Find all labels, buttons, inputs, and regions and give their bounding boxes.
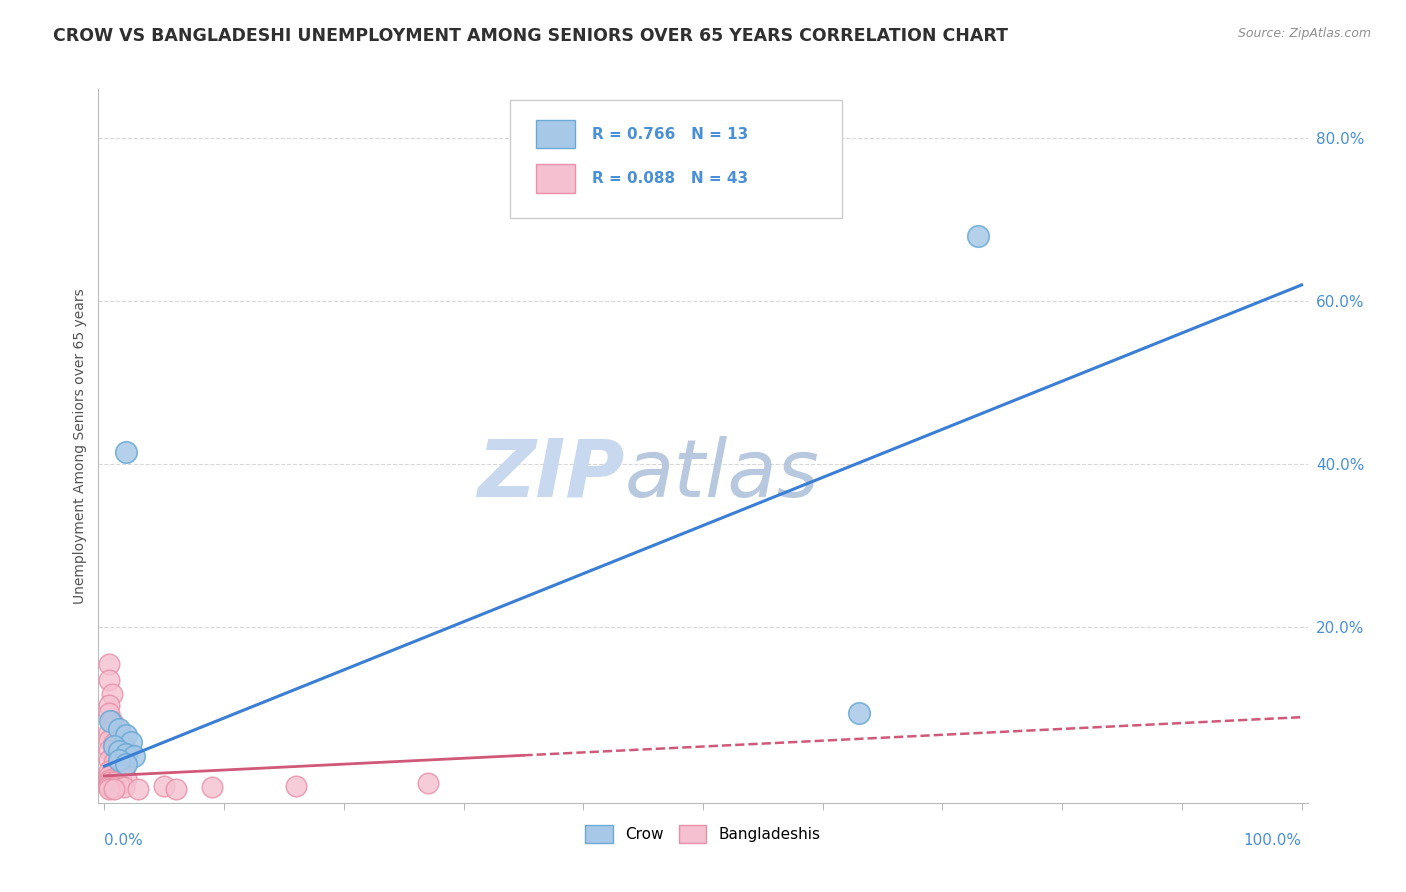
Point xyxy=(103,780,125,795)
Point xyxy=(115,728,138,742)
Point xyxy=(98,706,121,720)
Point xyxy=(98,772,121,787)
Text: R = 0.088   N = 43: R = 0.088 N = 43 xyxy=(592,171,748,186)
Point xyxy=(112,780,135,795)
Point xyxy=(107,749,129,764)
Point xyxy=(103,736,125,750)
Point xyxy=(103,746,125,760)
Point xyxy=(103,739,125,753)
Y-axis label: Unemployment Among Seniors over 65 years: Unemployment Among Seniors over 65 years xyxy=(73,288,87,604)
Point xyxy=(110,767,132,781)
Point xyxy=(107,778,129,792)
FancyBboxPatch shape xyxy=(536,120,575,148)
Text: Source: ZipAtlas.com: Source: ZipAtlas.com xyxy=(1237,27,1371,40)
Point xyxy=(98,724,121,739)
Text: 0.0%: 0.0% xyxy=(104,833,143,847)
Point xyxy=(100,687,122,701)
Point xyxy=(103,781,125,796)
Point xyxy=(115,757,138,772)
Point xyxy=(103,775,125,789)
Point xyxy=(103,765,125,780)
FancyBboxPatch shape xyxy=(509,100,842,218)
Text: atlas: atlas xyxy=(624,435,820,514)
Point xyxy=(98,698,121,712)
Point xyxy=(98,753,121,767)
Point xyxy=(107,759,129,773)
Point xyxy=(98,780,121,795)
Point xyxy=(100,714,122,729)
Point xyxy=(127,781,149,796)
Legend: Crow, Bangladeshis: Crow, Bangladeshis xyxy=(579,819,827,848)
Point xyxy=(98,743,121,757)
Point xyxy=(98,657,121,672)
Point xyxy=(103,771,125,785)
Point xyxy=(416,776,439,790)
Point xyxy=(107,753,129,767)
Text: R = 0.766   N = 13: R = 0.766 N = 13 xyxy=(592,127,748,142)
Point xyxy=(115,445,138,459)
Point xyxy=(284,779,307,793)
Point xyxy=(98,764,121,778)
Point xyxy=(112,739,135,753)
Point xyxy=(115,747,138,761)
Point xyxy=(103,718,125,732)
Point xyxy=(98,775,121,789)
Text: CROW VS BANGLADESHI UNEMPLOYMENT AMONG SENIORS OVER 65 YEARS CORRELATION CHART: CROW VS BANGLADESHI UNEMPLOYMENT AMONG S… xyxy=(53,27,1008,45)
Point xyxy=(120,734,142,748)
Point xyxy=(98,781,121,796)
Point xyxy=(103,728,125,742)
Point xyxy=(153,779,176,793)
Point xyxy=(201,780,224,795)
Text: 100.0%: 100.0% xyxy=(1243,833,1302,847)
Point xyxy=(107,723,129,737)
Point xyxy=(124,749,146,764)
FancyBboxPatch shape xyxy=(536,164,575,193)
Point xyxy=(98,733,121,747)
Point xyxy=(967,229,990,244)
Point xyxy=(103,778,125,792)
Point xyxy=(107,728,129,742)
Point xyxy=(107,744,129,758)
Point xyxy=(848,706,870,720)
Point xyxy=(100,714,122,729)
Point xyxy=(165,781,187,796)
Point xyxy=(98,778,121,792)
Point xyxy=(98,769,121,783)
Point xyxy=(115,771,138,785)
Point xyxy=(103,755,125,769)
Point xyxy=(98,673,121,688)
Point xyxy=(112,761,135,775)
Text: ZIP: ZIP xyxy=(477,435,624,514)
